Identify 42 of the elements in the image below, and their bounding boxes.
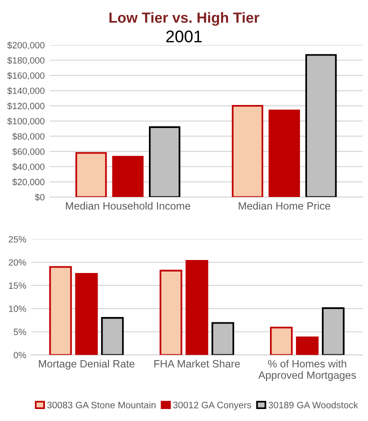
y-tick-label: $180,000 bbox=[7, 56, 44, 65]
legend-label: 30189 GA Woodstock bbox=[268, 401, 358, 408]
y-tick-label: $160,000 bbox=[7, 72, 44, 80]
x-tick-label: Mortage Denial Rate bbox=[38, 360, 134, 370]
bar bbox=[49, 266, 72, 355]
bar bbox=[148, 126, 180, 198]
y-tick-label: 10% bbox=[9, 306, 26, 312]
y-tick-label: 5% bbox=[14, 328, 26, 336]
y-tick-label: $140,000 bbox=[7, 87, 44, 96]
y-tick-label: $80,000 bbox=[12, 132, 44, 141]
y-tick-label: $60,000 bbox=[12, 148, 44, 156]
bar bbox=[75, 152, 107, 198]
bar bbox=[112, 156, 144, 198]
y-tick-label: 0% bbox=[14, 352, 26, 358]
y-tick-label: 15% bbox=[9, 282, 26, 289]
bar bbox=[322, 307, 345, 355]
bar bbox=[101, 317, 124, 355]
legend-label: 30083 GA Stone Mountain bbox=[47, 401, 156, 408]
y-tick-label: 20% bbox=[8, 259, 26, 266]
x-tick-label: Median Home Price bbox=[238, 202, 330, 210]
chart-title: Low Tier vs. High Tier bbox=[109, 12, 260, 26]
bar bbox=[270, 326, 293, 355]
bar bbox=[296, 336, 319, 355]
x-tick-label: FHA Market Share bbox=[154, 360, 240, 368]
bar bbox=[305, 54, 337, 198]
y-tick-label: $40,000 bbox=[12, 163, 44, 172]
bar bbox=[75, 273, 98, 355]
y-tick-label: $100,000 bbox=[7, 118, 44, 126]
x-tick-label: Median Household Income bbox=[66, 202, 190, 210]
bar bbox=[268, 110, 300, 198]
bar bbox=[186, 260, 208, 355]
y-tick-label: $20,000 bbox=[12, 178, 44, 186]
chart-subtitle: 2001 bbox=[166, 30, 202, 42]
bar bbox=[160, 270, 182, 355]
bar bbox=[212, 322, 234, 355]
y-tick-label: 25% bbox=[8, 236, 26, 242]
y-tick-label: $200,000 bbox=[7, 42, 44, 50]
x-tick-label: % of Homes with Approved Mortgages bbox=[258, 360, 356, 381]
y-tick-label: $120,000 bbox=[7, 102, 44, 110]
legend-label: 30012 GA Conyers bbox=[173, 402, 252, 410]
y-tick-label: $0 bbox=[34, 194, 44, 201]
bar bbox=[232, 105, 264, 198]
